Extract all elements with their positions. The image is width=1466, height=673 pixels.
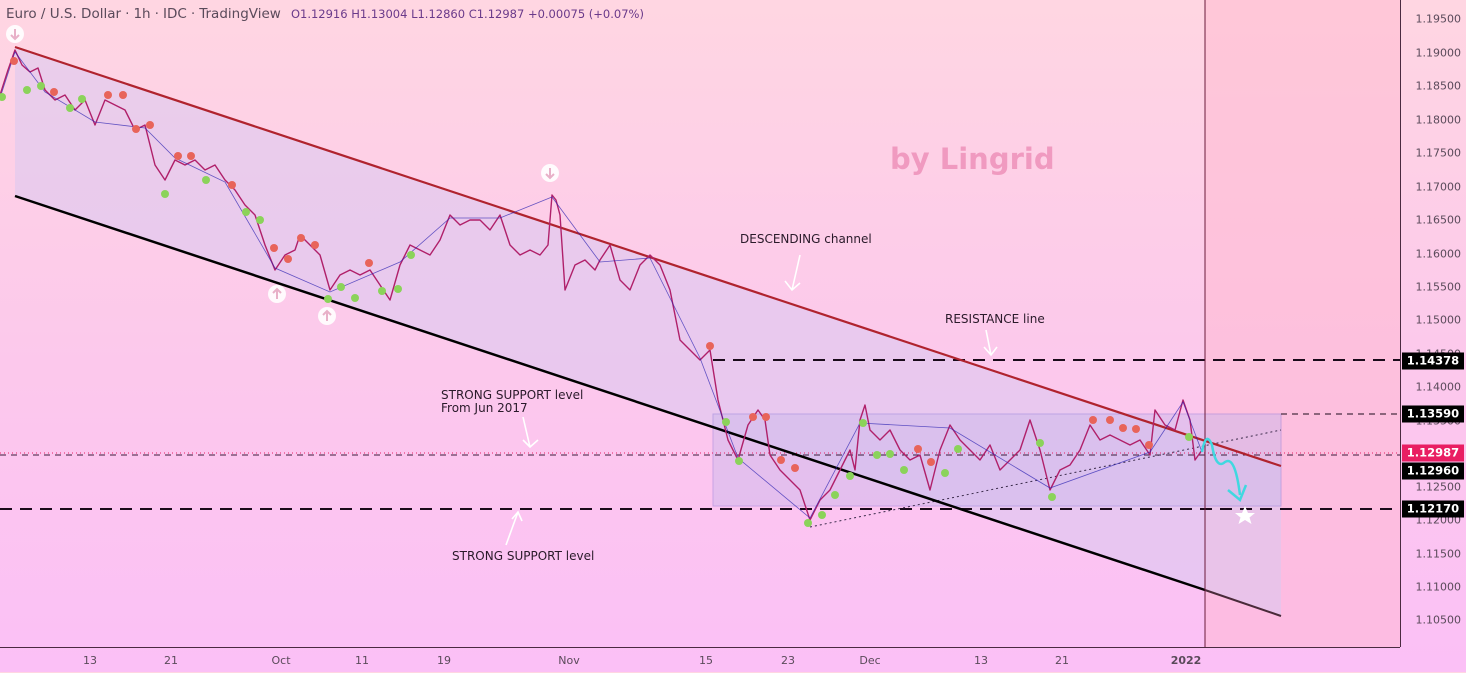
- projection-arrowhead: [1227, 484, 1248, 503]
- price-tick: 1.11000: [1415, 580, 1462, 594]
- sell-signal-icon: [541, 164, 559, 182]
- price-tick: 1.18500: [1415, 79, 1462, 93]
- low-value: L1.12860: [411, 7, 466, 21]
- projection-path: [1200, 437, 1242, 496]
- time-tick: 11: [355, 654, 369, 667]
- price-chart[interactable]: [0, 0, 1400, 647]
- price-series: [0, 49, 1203, 521]
- price-tick: 1.14000: [1415, 380, 1462, 394]
- buy-signal-icon: [268, 285, 286, 303]
- time-tick: 13: [974, 654, 988, 667]
- time-tick: Dec: [859, 654, 881, 667]
- open-value: O1.12916: [290, 7, 348, 21]
- time-tick-year: 2022: [1170, 654, 1202, 667]
- resistance-price-badge: 1.14378: [1402, 352, 1464, 370]
- channel-lower-line-ext: [1204, 589, 1282, 617]
- high-value: H1.13004: [351, 7, 408, 21]
- time-axis[interactable]: 13 21 Oct 11 19 Nov 15 23 Dec 13 21 2022: [0, 647, 1400, 673]
- price-tick: 1.16500: [1415, 213, 1462, 227]
- time-tick: 21: [1055, 654, 1069, 667]
- current-price-badge: 1.12987: [1402, 444, 1464, 462]
- annotation-resistance-line: RESISTANCE line: [945, 312, 1045, 326]
- support-price-badge: 1.12170: [1402, 500, 1464, 518]
- price-tick: 1.15500: [1415, 280, 1462, 294]
- watermark: by Lingrid: [890, 142, 1055, 176]
- range-top-price-badge: 1.13590: [1402, 405, 1464, 423]
- time-tick: 19: [437, 654, 451, 667]
- annotation-strong-support-jun2017: STRONG SUPPORT level From Jun 2017: [441, 388, 584, 415]
- price-tick: 1.19000: [1415, 46, 1462, 60]
- swing-high-markers: [10, 57, 1153, 472]
- price-tick: 1.11500: [1415, 547, 1462, 561]
- mid-level-price-badge: 1.12960: [1402, 462, 1464, 480]
- price-tick: 1.19500: [1415, 12, 1462, 26]
- time-tick: 21: [164, 654, 178, 667]
- price-tick: 1.12500: [1415, 480, 1462, 494]
- sell-signal-icon: [6, 25, 24, 43]
- ohlc-values: O1.12916 H1.13004 L1.12860 C1.12987 +0.0…: [291, 7, 644, 21]
- price-tick: 1.17000: [1415, 180, 1462, 194]
- annotation-strong-support: STRONG SUPPORT level: [452, 549, 595, 563]
- annotation-descending-channel: DESCENDING channel: [740, 232, 872, 246]
- platform: TradingView: [199, 6, 281, 22]
- time-tick: Oct: [271, 654, 291, 667]
- price-tick: 1.16000: [1415, 247, 1462, 261]
- interval[interactable]: 1h: [133, 6, 151, 22]
- symbol-name: Euro / U.S. Dollar: [6, 6, 122, 22]
- price-tick: 1.17500: [1415, 146, 1462, 160]
- time-tick: 13: [83, 654, 97, 667]
- target-star-icon: [1235, 506, 1255, 524]
- swing-low-markers: [0, 82, 1193, 527]
- price-tick: 1.10500: [1415, 613, 1462, 627]
- channel-fill: [15, 47, 1281, 616]
- data-source: IDC: [163, 6, 187, 22]
- time-tick: 15: [699, 654, 713, 667]
- change-value: +0.00075 (+0.07%): [527, 7, 644, 21]
- chart-header: Euro / U.S. Dollar · 1h · IDC · TradingV…: [6, 6, 644, 22]
- price-tick: 1.15000: [1415, 313, 1462, 327]
- price-tick: 1.18000: [1415, 113, 1462, 127]
- channel-lower-line: [14, 194, 1206, 592]
- time-tick: Nov: [558, 654, 580, 667]
- price-axis[interactable]: 1.19500 1.19000 1.18500 1.18000 1.17500 …: [1400, 0, 1466, 647]
- buy-signal-icon: [318, 307, 336, 325]
- close-value: C1.12987: [468, 7, 525, 21]
- annotation-arrows: [505, 254, 998, 546]
- time-tick: 23: [781, 654, 795, 667]
- range-box: [712, 413, 1282, 507]
